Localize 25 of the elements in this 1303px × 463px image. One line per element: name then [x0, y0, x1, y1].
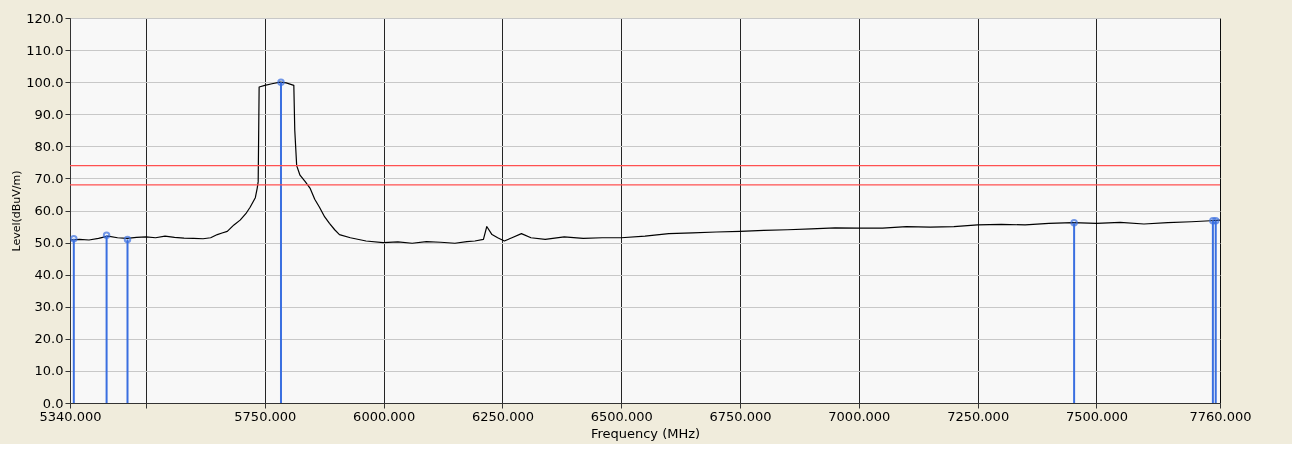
x-tick-label: 7760.000: [1189, 408, 1252, 424]
y-tick-label: 100.0: [26, 74, 64, 90]
x-tick-label: 7500.000: [1065, 408, 1128, 424]
x-tick-label: 5750.000: [234, 408, 297, 424]
y-tick-label: 40.0: [34, 267, 64, 283]
x-tick-label: 6000.000: [353, 408, 416, 424]
y-tick-label: 10.0: [34, 363, 64, 379]
y-tick-label: 60.0: [34, 203, 64, 218]
y-axis-title: Level(dBuV/m): [10, 170, 24, 252]
x-tick-label: 7000.000: [828, 408, 891, 424]
x-tick-label: 6500.000: [590, 408, 653, 424]
y-tick-label: 0.0: [42, 395, 64, 411]
y-tick-label: 70.0: [34, 170, 64, 186]
x-tick-label: 6750.000: [709, 408, 772, 424]
y-tick-label: 120.0: [26, 10, 64, 26]
x-tick-label: 5340.000: [39, 408, 102, 424]
y-tick-label: 110.0: [26, 42, 64, 58]
y-tick-label: 20.0: [34, 331, 64, 347]
y-tick-label: 50.0: [34, 235, 64, 251]
y-tick-label: 90.0: [34, 106, 64, 122]
x-tick-label: 6250.000: [471, 408, 534, 424]
x-tick-label: 7250.000: [947, 408, 1010, 424]
y-tick-label: 30.0: [34, 299, 64, 315]
y-tick-label: 80.0: [34, 138, 64, 154]
x-axis-title: Frequency (MHz): [590, 425, 701, 441]
